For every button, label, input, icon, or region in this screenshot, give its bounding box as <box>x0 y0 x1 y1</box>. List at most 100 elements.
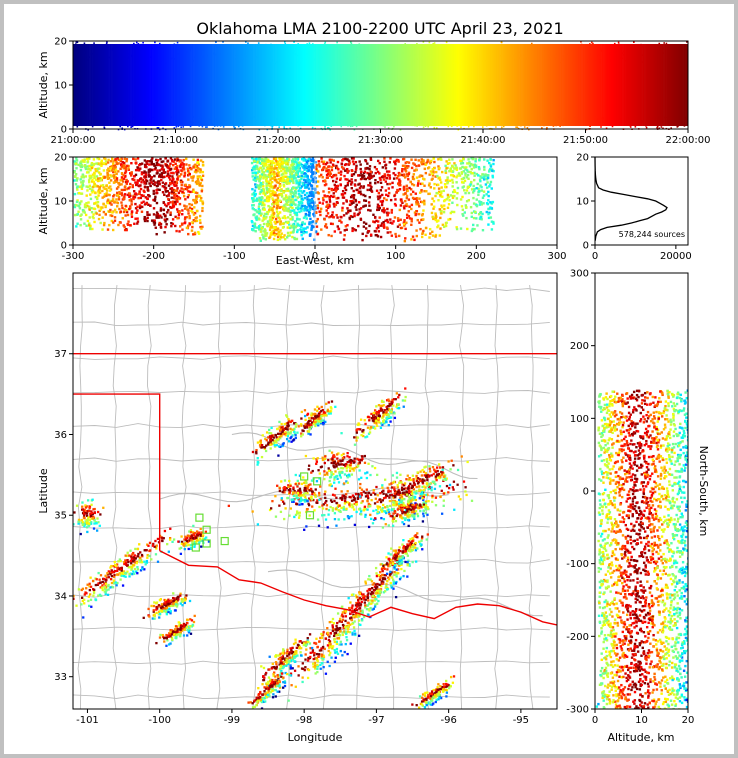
time-height-source <box>98 57 100 60</box>
ew-source <box>340 193 344 196</box>
ew-source <box>120 204 124 207</box>
ew-source <box>149 184 152 188</box>
plan-view-source <box>161 539 164 543</box>
time-height-source <box>213 125 216 127</box>
time-height-source <box>318 118 321 120</box>
ew-source <box>199 170 202 174</box>
ew-source <box>294 187 298 191</box>
time-height-source <box>294 53 296 55</box>
ew-source <box>354 184 357 187</box>
time-height-source <box>126 123 129 125</box>
time-height-source <box>638 45 640 48</box>
time-height-source <box>206 126 208 128</box>
time-height-source <box>106 41 108 44</box>
time-height-source <box>115 55 118 58</box>
time-height-source <box>444 54 447 57</box>
ew-source <box>92 207 96 210</box>
ew-source <box>398 173 402 176</box>
ew-source <box>117 181 121 185</box>
ew-source <box>152 192 156 195</box>
histogram-xticks: 0 20000 <box>592 245 692 262</box>
ew-source <box>428 173 431 176</box>
ew-source <box>97 177 100 180</box>
plan-view-source <box>120 566 123 569</box>
time-height-source <box>496 121 498 123</box>
time-height-band <box>339 44 342 126</box>
ew-source <box>258 157 262 161</box>
ew-source <box>253 225 256 228</box>
ew-source <box>297 223 300 227</box>
ew-source <box>157 182 160 185</box>
ew-source <box>478 157 481 160</box>
ew-source <box>307 158 310 161</box>
ew-source <box>140 194 143 197</box>
ew-source <box>478 158 481 162</box>
time-height-band <box>499 44 501 126</box>
time-height-band <box>131 44 134 126</box>
ew-source <box>259 214 263 217</box>
time-height-source <box>589 43 591 45</box>
plan-view-source <box>143 568 146 571</box>
ew-source <box>163 218 166 221</box>
time-height-source <box>300 49 303 52</box>
ew-source <box>477 193 480 196</box>
ew-source <box>310 206 314 209</box>
ew-source <box>337 227 340 231</box>
time-height-source <box>306 53 308 55</box>
ew-source <box>397 160 400 163</box>
ew-source <box>311 187 314 190</box>
ew-source <box>481 173 485 176</box>
ew-source <box>362 174 366 178</box>
ew-source <box>460 159 464 163</box>
ew-source <box>94 191 97 194</box>
ew-source <box>295 179 298 183</box>
ew-source <box>463 189 466 192</box>
ew-source <box>140 210 144 213</box>
plan-view-source <box>152 542 155 546</box>
time-height-source <box>510 55 513 57</box>
ew-source <box>381 199 385 203</box>
ew-source <box>122 197 126 201</box>
ew-source <box>255 217 258 220</box>
ew-source <box>394 232 397 236</box>
time-height-source <box>546 123 549 126</box>
time-height-band <box>232 44 235 126</box>
ew-source <box>148 182 151 185</box>
time-height-source <box>157 127 160 129</box>
ew-source <box>98 177 102 180</box>
ew-source <box>291 215 294 219</box>
ew-source <box>250 219 254 223</box>
ew-source <box>419 227 422 231</box>
time-height-source <box>519 117 522 120</box>
ew-source <box>290 172 294 176</box>
time-height-source <box>288 61 291 63</box>
ew-source <box>314 181 317 184</box>
time-height-band <box>488 44 491 126</box>
ew-source <box>274 179 277 182</box>
time-height-band <box>365 44 368 126</box>
ew-source <box>378 172 381 175</box>
ew-source <box>305 161 309 164</box>
ew-source <box>344 225 348 228</box>
time-height-source <box>539 115 542 118</box>
time-height-band <box>241 44 244 126</box>
ew-source <box>291 158 295 161</box>
time-height-source <box>544 49 547 52</box>
ew-source <box>442 210 446 214</box>
ew-source <box>165 163 168 167</box>
ew-source <box>150 162 154 165</box>
ew-source <box>198 214 202 218</box>
ew-source <box>178 160 181 163</box>
ew-source <box>109 160 113 163</box>
time-height-source <box>416 125 418 127</box>
ew-source <box>314 177 317 180</box>
time-height-x-tick-label: 21:50:00 <box>563 135 608 146</box>
ew-source <box>84 166 87 169</box>
plan-view-source <box>125 572 128 575</box>
ew-source <box>429 232 432 235</box>
ew-source <box>344 157 347 161</box>
ew-source <box>417 212 421 216</box>
ew-source <box>341 206 344 210</box>
time-height-source <box>679 53 681 55</box>
ew-source <box>369 233 373 236</box>
